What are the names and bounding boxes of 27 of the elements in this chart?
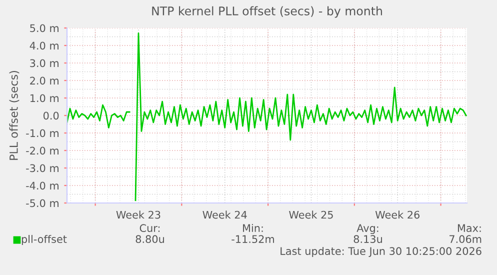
text: -11.52m <box>232 235 274 244</box>
y-tick-label: -4.0 m <box>26 182 58 190</box>
text: Avg: <box>356 224 378 234</box>
text: 8.13u <box>354 235 382 244</box>
y-tick-label: -1.0 m <box>26 129 58 138</box>
x-tick-label: Week 26 <box>375 210 420 219</box>
y-tick-label: 3.0 m <box>30 59 58 68</box>
text: Max: <box>458 224 481 232</box>
x-tick-label: Week 23 <box>116 210 160 219</box>
text: Last update: Tue Jun 30 10:25:00 2026 <box>280 246 482 258</box>
y-tick-label: 5.0 m <box>30 24 58 32</box>
y-axis-title: PLL offset (secs) <box>9 70 20 160</box>
y-tick-label: 1.0 m <box>30 94 58 102</box>
text: Min: <box>243 224 263 232</box>
y-tick-label: -5.0 m <box>26 199 58 208</box>
y-tick-label: -2.0 m <box>26 146 58 155</box>
y-tick-label: 2.0 m <box>30 76 58 85</box>
legend-label: pll-offset <box>22 234 67 246</box>
y-tick-label: -3.0 m <box>26 164 58 172</box>
x-tick-label: Week 25 <box>289 210 333 219</box>
text: 7.06m <box>450 235 482 244</box>
chart-title: NTP kernel PLL offset (secs) - by month <box>152 6 382 18</box>
text: 8.80u <box>136 235 164 244</box>
y-tick-label: 0.0 <box>43 112 59 120</box>
y-tick-label: 4.0 m <box>30 42 58 50</box>
x-tick-label: Week 24 <box>202 210 247 219</box>
text: Cur: <box>140 224 160 232</box>
